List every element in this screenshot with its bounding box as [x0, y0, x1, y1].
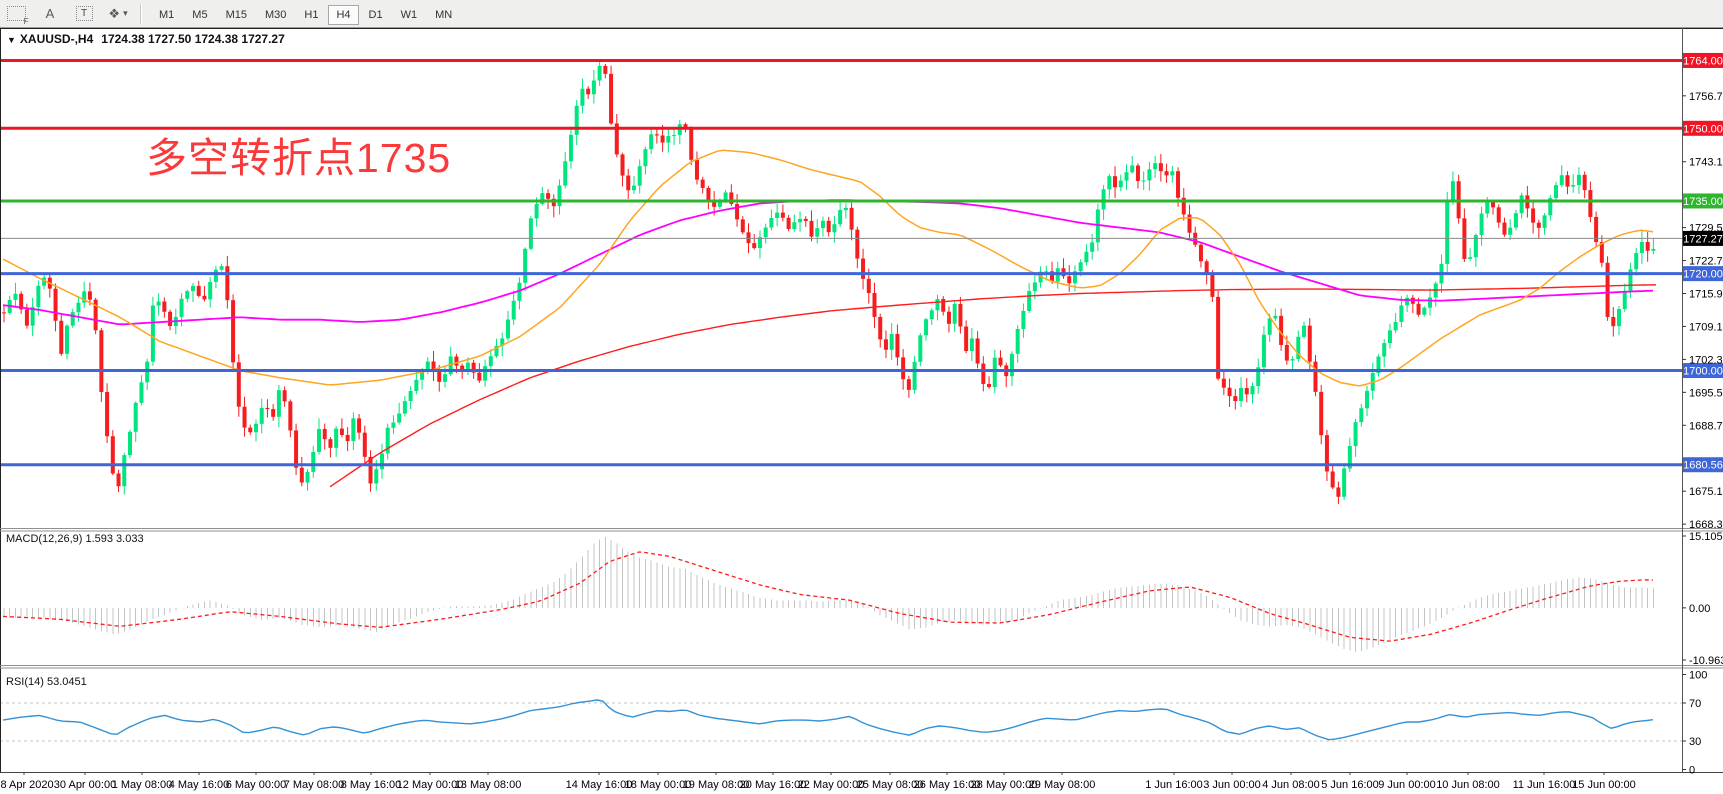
timeframe-button-h1[interactable]: H1 — [304, 8, 319, 21]
price-level-badge — [1683, 120, 1723, 136]
time-axis-label: 18 May 00:00 — [625, 779, 692, 791]
arrows-dropdown-caret-icon[interactable]: ▾ — [123, 8, 128, 18]
time-axis-label: 28 Apr 2020 — [0, 779, 54, 791]
price-level-badge — [1683, 193, 1723, 209]
rsi-panel-content — [0, 699, 1682, 742]
price-axis-badges: 1764.00 1750.00 1735.00 1720.00 1700.00 1680.… — [1683, 52, 1723, 473]
price-tick-label: 1709.10 — [1689, 321, 1723, 333]
time-axis-label: 1 May 08:00 — [112, 779, 173, 791]
symbol-title: XAUUSD-,H4 — [19, 32, 94, 46]
toolbar-separator — [140, 3, 142, 24]
timeframe-button-d1[interactable]: D1 — [368, 8, 383, 21]
time-axis-label: 25 May 08:00 — [857, 779, 924, 791]
time-axis-label: 19 May 08:00 — [683, 779, 750, 791]
price-tick-label: 1722.70 — [1689, 256, 1723, 268]
collapse-caret-icon[interactable]: ▼ — [7, 35, 16, 45]
toolbar: F A T ❖ ▾ M1 M5 M15 M30 H1 H4 D1 W1 MN — [0, 0, 1723, 28]
time-axis-label: 11 Jun 16:00 — [1513, 779, 1576, 791]
timeframe-button-h4[interactable]: H4 — [328, 4, 359, 25]
time-axis-label: 7 May 08:00 — [284, 779, 345, 791]
macd-zero-label: 0.00 — [1689, 603, 1710, 615]
chart-canvas[interactable]: 1764.00 1750.00 1735.00 1720.00 1700.00 1680.… — [0, 28, 1723, 794]
price-level-badge — [1683, 363, 1723, 379]
time-axis-label: 26 May 16:00 — [914, 779, 981, 791]
price-level-badge — [1683, 457, 1723, 473]
price-tick-label: 1743.10 — [1689, 157, 1723, 169]
price-tick-label: 1756.70 — [1689, 91, 1723, 103]
text-label-icon[interactable]: T — [74, 4, 94, 24]
time-axis: 28 Apr 2020 30 Apr 00:001 May 08:004 May … — [0, 772, 1636, 791]
svg-text:1735.00: 1735.00 — [1683, 196, 1723, 208]
macd-indicator-label: MACD(12,26,9) 1.593 3.033 — [6, 533, 144, 545]
time-axis-label: 3 Jun 00:00 — [1203, 779, 1261, 791]
rsi-tick-label: 100 — [1689, 670, 1707, 682]
timeframe-button-m5[interactable]: M5 — [192, 8, 208, 21]
arrow-objects-icon[interactable]: ❖ ▾ — [108, 5, 128, 21]
time-axis-label: 1 Jun 16:00 — [1145, 779, 1203, 791]
price-tick-label: 1675.10 — [1689, 486, 1723, 498]
price-level-badge — [1683, 52, 1723, 68]
timeframe-button-m15[interactable]: M15 — [225, 8, 247, 21]
rsi-tick-label: 70 — [1689, 698, 1701, 710]
price-level-lines — [0, 58, 1682, 467]
selection-frame-icon[interactable]: F — [6, 4, 29, 26]
time-axis-label: 9 Jun 00:00 — [1378, 779, 1436, 791]
svg-text:1727.27: 1727.27 — [1683, 233, 1723, 245]
rsi-tick-label: 0 — [1689, 765, 1695, 777]
time-axis-label: 29 May 08:00 — [1029, 779, 1096, 791]
macd-min-label: -10.963 — [1689, 655, 1723, 667]
svg-text:1750.00: 1750.00 — [1683, 123, 1723, 135]
svg-text:1700.00: 1700.00 — [1683, 366, 1723, 378]
price-tick-label: 1702.30 — [1689, 354, 1723, 366]
macd-histogram — [3, 537, 1654, 652]
chart-window: 1764.00 1750.00 1735.00 1720.00 1700.00 1680.… — [0, 28, 1723, 794]
time-axis-label: 20 May 16:00 — [740, 779, 807, 791]
time-axis-label: 22 May 00:00 — [798, 779, 865, 791]
panel-frames — [0, 28, 1723, 773]
time-axis-label: 30 Apr 00:00 — [54, 779, 116, 791]
time-axis-label: 4 May 16:00 — [169, 779, 230, 791]
rsi-indicator-label: RSI(14) 53.0451 — [6, 676, 87, 688]
price-tick-label: 1695.50 — [1689, 387, 1723, 399]
current-price-badge — [1683, 230, 1723, 246]
time-axis-label: 13 May 08:00 — [455, 779, 522, 791]
svg-text:1720.00: 1720.00 — [1683, 269, 1723, 281]
timeframe-button-m1[interactable]: M1 — [159, 8, 175, 21]
timeframe-switcher: M1 M5 M15 M30 H1 H4 D1 W1 MN — [150, 4, 461, 25]
time-axis-label: 12 May 00:00 — [397, 779, 464, 791]
price-level-badge — [1683, 266, 1723, 282]
timeframe-button-w1[interactable]: W1 — [400, 8, 418, 21]
timeframe-button-mn[interactable]: MN — [435, 8, 453, 21]
symbol-ohlc-values: 1724.38 1727.50 1724.38 1727.27 — [101, 32, 285, 46]
price-tick-label: 1729.50 — [1689, 223, 1723, 235]
price-tick-label: 1715.90 — [1689, 289, 1723, 301]
svg-text:1764.00: 1764.00 — [1683, 55, 1723, 67]
symbol-info-line: ▼ XAUUSD-,H4 1724.38 1727.50 1724.38 1727.… — [7, 32, 285, 46]
svg-text:1680.56: 1680.56 — [1683, 460, 1723, 472]
time-axis-label: 14 May 16:00 — [566, 779, 633, 791]
macd-signal-line — [2, 551, 1654, 642]
time-axis-label: 6 May 00:00 — [226, 779, 287, 791]
price-tick-label: 1668.30 — [1689, 519, 1723, 531]
rsi-tick-label: 30 — [1689, 736, 1701, 748]
price-tick-label: 1688.70 — [1689, 420, 1723, 432]
price-axis-ticks: 1756.70 1743.10 1729.50 1722.70 1715.90 1709.… — [1682, 91, 1723, 777]
time-axis-label: 15 Jun 00:00 — [1572, 779, 1636, 791]
timeframe-button-m30[interactable]: M30 — [264, 8, 287, 21]
time-axis-label: 8 May 16:00 — [341, 779, 402, 791]
time-axis-label: 4 Jun 08:00 — [1262, 779, 1320, 791]
time-axis-label: 5 Jun 16:00 — [1321, 779, 1379, 791]
macd-max-label: 15.105 — [1689, 531, 1723, 543]
drawing-tools-group: F A T ❖ ▾ — [0, 4, 128, 26]
time-axis-label: 10 Jun 08:00 — [1436, 779, 1500, 791]
text-a-icon[interactable]: A — [45, 6, 55, 21]
time-axis-label: 28 May 00:00 — [971, 779, 1038, 791]
chart-annotation-text: 多空转折点1735 — [146, 135, 452, 181]
